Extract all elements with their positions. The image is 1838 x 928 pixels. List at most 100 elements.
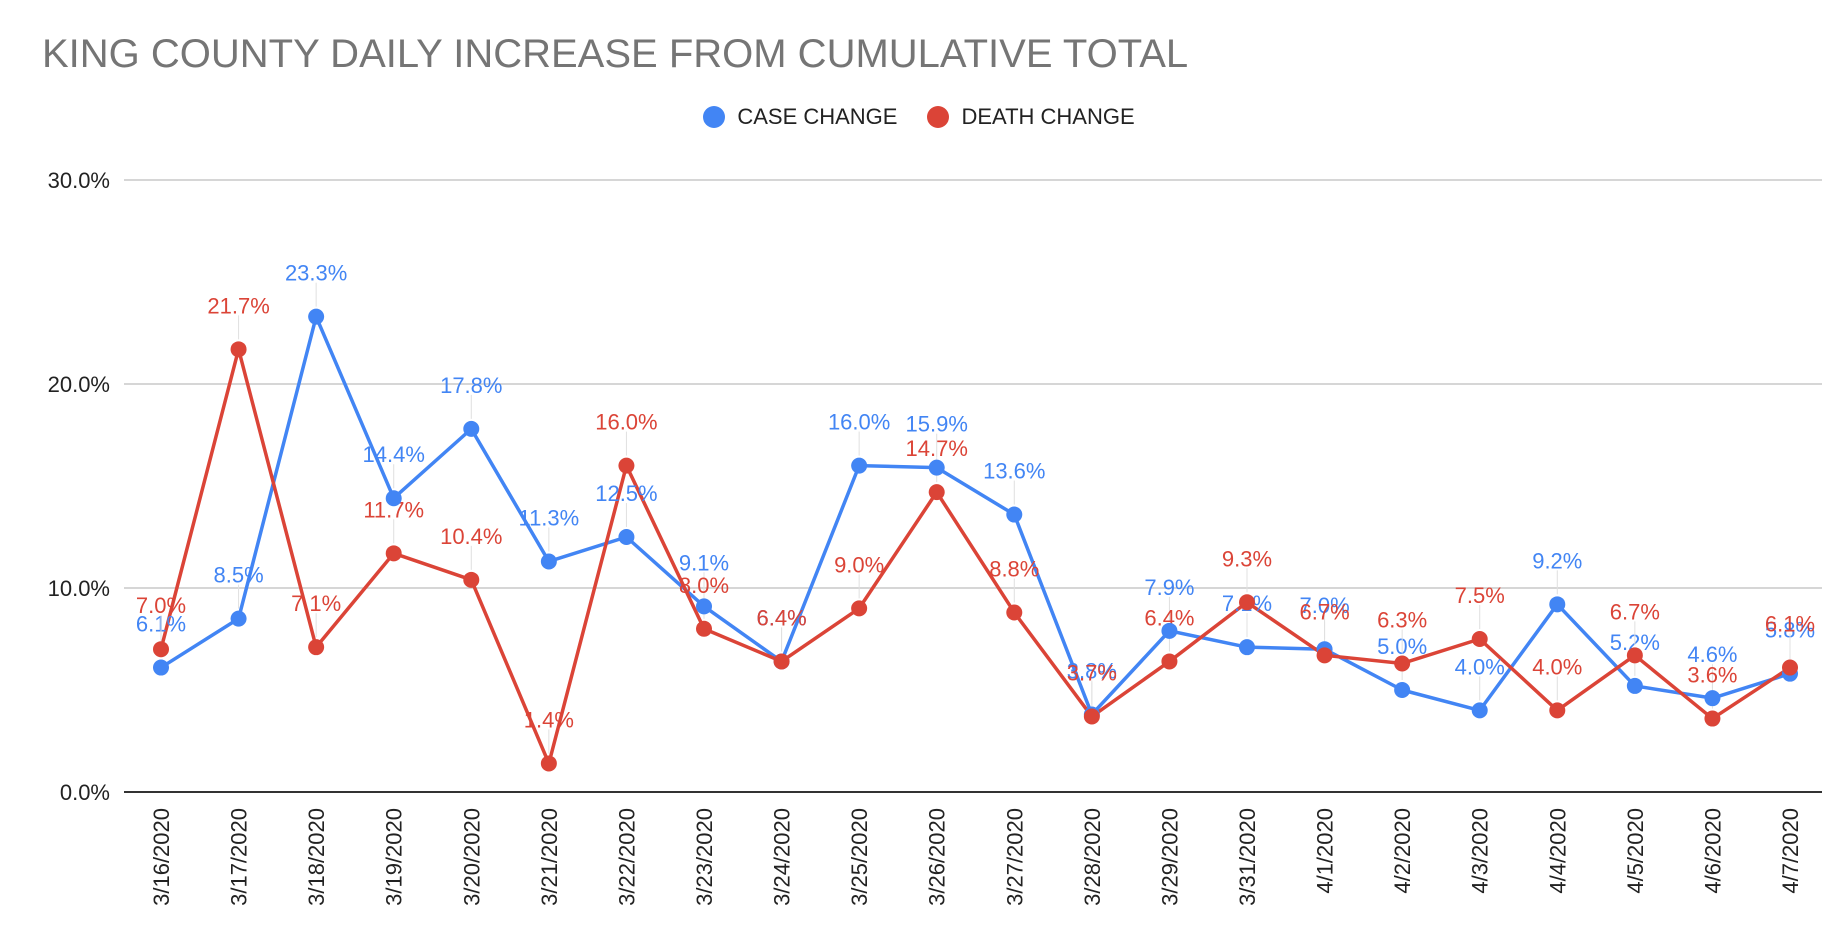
x-tick-label: 3/21/2020 — [537, 808, 562, 906]
data-label: 15.9% — [906, 412, 968, 437]
x-tick-label: 3/25/2020 — [847, 808, 872, 906]
data-label: 17.8% — [440, 373, 502, 398]
y-tick-label: 30.0% — [48, 168, 110, 193]
data-point-death — [1471, 631, 1488, 647]
data-label: 7.9% — [1144, 575, 1194, 600]
x-tick-label: 3/26/2020 — [925, 808, 950, 906]
data-label: 9.1% — [679, 550, 729, 575]
data-label: 6.4% — [756, 605, 806, 630]
data-label: 4.6% — [1687, 642, 1737, 667]
chart-title: KING COUNTY DAILY INCREASE FROM CUMULATI… — [42, 32, 1189, 76]
data-point-case — [1161, 622, 1178, 639]
data-label: 16.0% — [595, 410, 657, 435]
data-point-case — [230, 610, 247, 627]
x-tick-label: 3/29/2020 — [1157, 808, 1182, 906]
data-point-case — [1626, 677, 1643, 694]
data-label: 6.1% — [1765, 612, 1815, 637]
legend: CASE CHANGE DEATH CHANGE — [0, 104, 1838, 130]
data-point-death — [1006, 604, 1023, 621]
data-label: 1.4% — [524, 707, 574, 732]
data-label: 8.5% — [213, 563, 263, 588]
data-label: 14.7% — [906, 436, 968, 461]
data-label: 4.0% — [1455, 654, 1505, 679]
data-label: 7.1% — [291, 591, 341, 616]
data-point-case — [1704, 690, 1721, 707]
x-tick-label: 3/22/2020 — [614, 808, 639, 906]
data-point-death — [1161, 653, 1178, 670]
data-label: 7.0% — [1299, 593, 1349, 618]
legend-item-case[interactable]: CASE CHANGE — [703, 104, 897, 130]
legend-dot-case — [703, 106, 726, 128]
data-label: 6.3% — [1377, 607, 1427, 632]
data-point-case — [851, 457, 868, 474]
data-point-case — [1549, 596, 1566, 613]
x-tick-label: 3/27/2020 — [1002, 808, 1027, 906]
data-point-death — [1316, 647, 1333, 664]
data-label: 3.8% — [1067, 658, 1117, 683]
legend-dot-death — [927, 106, 950, 128]
x-tick-label: 4/5/2020 — [1623, 808, 1648, 894]
data-label: 23.3% — [285, 261, 347, 286]
data-point-death — [1549, 702, 1566, 719]
data-label: 9.3% — [1222, 546, 1272, 571]
data-point-death — [851, 600, 868, 617]
data-label: 6.7% — [1610, 599, 1660, 624]
data-point-death — [1083, 708, 1100, 725]
data-point-case — [696, 598, 712, 615]
x-tick-label: 3/23/2020 — [692, 808, 717, 906]
data-label: 6.4% — [756, 605, 806, 630]
data-label: 12.5% — [595, 481, 657, 506]
data-label: 9.2% — [1532, 548, 1582, 573]
data-point-death — [696, 620, 712, 637]
x-tick-label: 3/20/2020 — [459, 808, 484, 906]
data-point-death — [308, 639, 325, 656]
legend-label-death: DEATH CHANGE — [961, 104, 1135, 129]
legend-item-death[interactable]: DEATH CHANGE — [927, 104, 1135, 130]
data-point-case — [308, 308, 325, 325]
data-point-case — [1006, 506, 1023, 523]
data-label: 3.7% — [1067, 661, 1117, 686]
data-point-case — [1471, 702, 1488, 719]
data-label: 4.0% — [1532, 654, 1582, 679]
data-point-death — [540, 755, 557, 772]
data-point-case — [540, 553, 557, 570]
data-label: 16.0% — [828, 410, 890, 435]
data-point-case — [385, 490, 402, 507]
data-point-case — [618, 529, 635, 545]
data-point-death — [385, 545, 402, 562]
x-tick-label: 3/17/2020 — [227, 808, 252, 906]
data-point-death — [153, 641, 169, 658]
x-tick-label: 3/24/2020 — [770, 808, 795, 906]
y-tick-label: 10.0% — [48, 576, 110, 601]
data-point-death — [1394, 655, 1411, 672]
data-point-case — [928, 459, 945, 476]
data-label: 8.0% — [679, 573, 729, 598]
data-point-case — [463, 420, 480, 437]
x-tick-label: 3/18/2020 — [304, 808, 329, 906]
data-point-death — [928, 484, 945, 501]
data-label: 21.7% — [207, 293, 269, 318]
data-label: 11.3% — [518, 505, 579, 530]
data-label: 7.5% — [1455, 583, 1505, 608]
y-tick-label: 20.0% — [48, 372, 110, 397]
data-point-death — [773, 653, 790, 670]
x-tick-label: 4/4/2020 — [1545, 808, 1570, 894]
x-tick-label: 4/7/2020 — [1778, 808, 1803, 894]
x-tick-label: 4/3/2020 — [1468, 808, 1493, 894]
legend-label-case: CASE CHANGE — [737, 104, 898, 129]
data-label: 9.0% — [834, 552, 884, 577]
data-label: 8.8% — [989, 556, 1039, 581]
data-label: 3.6% — [1687, 663, 1737, 688]
data-point-death — [1704, 710, 1721, 727]
data-point-death — [618, 457, 635, 474]
data-point-death — [230, 341, 247, 358]
data-label: 13.6% — [983, 459, 1045, 484]
data-point-death — [1239, 594, 1255, 611]
y-tick-label: 0.0% — [60, 780, 110, 805]
series-line-death — [159, 347, 1791, 766]
data-point-death — [463, 571, 480, 588]
data-point-case — [1394, 682, 1411, 698]
x-tick-label: 4/6/2020 — [1700, 808, 1725, 894]
x-tick-label: 4/1/2020 — [1313, 808, 1338, 894]
